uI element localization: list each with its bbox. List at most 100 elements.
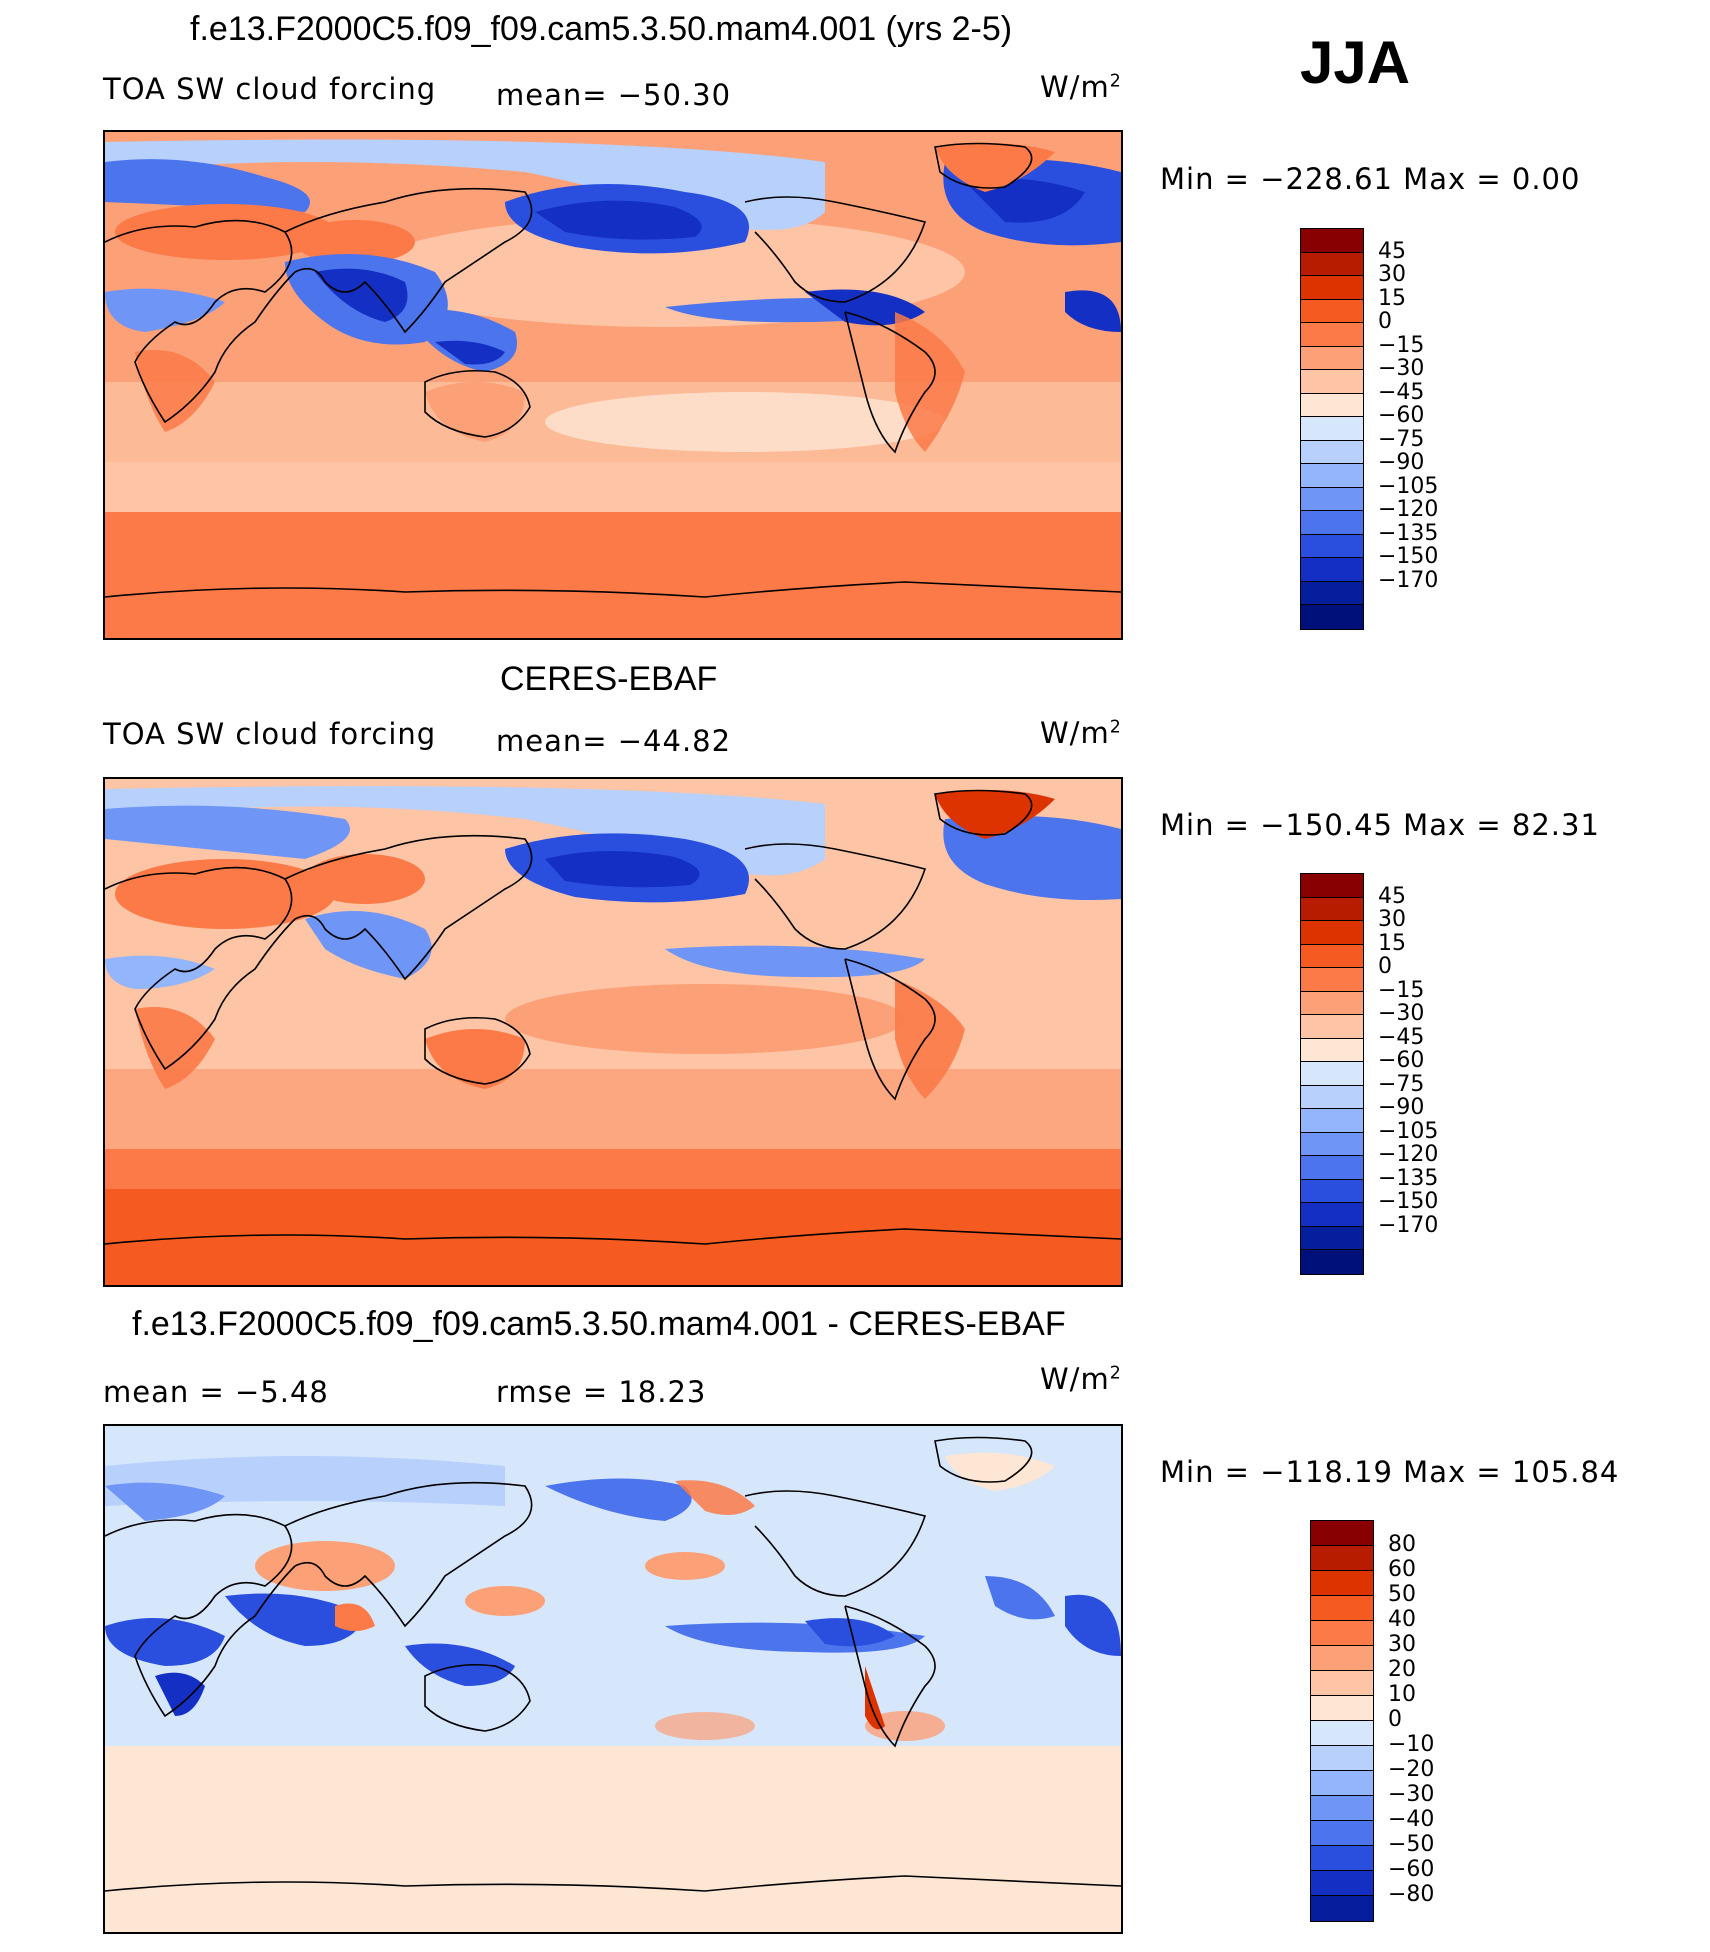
colorbar-box [1311, 1521, 1373, 1546]
colorbar-label: 30 [1378, 907, 1406, 933]
colorbar-label: −30 [1378, 356, 1425, 382]
panel2-units: W/m2 [1040, 716, 1122, 750]
colorbar-box [1311, 1571, 1373, 1596]
colorbar-box [1301, 1156, 1363, 1180]
colorbar-box [1301, 1203, 1363, 1227]
colorbar-box [1311, 1771, 1373, 1796]
panel2-title: CERES-EBAF [500, 660, 718, 698]
colorbar-label: −30 [1378, 1001, 1425, 1027]
colorbar-box [1311, 1871, 1373, 1896]
colorbar-box [1311, 1696, 1373, 1721]
colorbar-label: −20 [1388, 1757, 1435, 1782]
colorbar-box [1311, 1821, 1373, 1846]
colorbar-label: −105 [1378, 1118, 1439, 1144]
colorbar-label: −150 [1378, 544, 1439, 570]
colorbar-label: −80 [1388, 1882, 1435, 1907]
colorbar-label: 45 [1378, 238, 1406, 264]
colorbar-box [1311, 1796, 1373, 1821]
colorbar-box [1311, 1746, 1373, 1771]
colorbar-box [1301, 487, 1363, 512]
colorbar-box [1311, 1896, 1373, 1921]
panel3-units: W/m2 [1040, 1362, 1122, 1396]
colorbar-box [1301, 1062, 1363, 1086]
colorbar-label: 30 [1388, 1632, 1416, 1657]
panel3-map [103, 1424, 1123, 1934]
panel3-rmse-label: rmse = 18.23 [496, 1375, 707, 1409]
colorbar-box [1301, 370, 1363, 394]
colorbar-label: −60 [1378, 403, 1425, 429]
colorbar-label: 45 [1378, 883, 1406, 909]
colorbar-box [1311, 1721, 1373, 1746]
colorbar-label: 60 [1388, 1557, 1416, 1582]
colorbar-box [1301, 944, 1363, 969]
colorbar-label: −90 [1378, 1095, 1425, 1121]
colorbar-box [1301, 440, 1363, 465]
panel1-map [103, 130, 1123, 640]
colorbar-label: −120 [1378, 1142, 1439, 1168]
colorbar-label: −40 [1388, 1807, 1435, 1832]
colorbar-box [1301, 605, 1363, 629]
colorbar-label: −60 [1388, 1857, 1435, 1882]
colorbar-box [1301, 1015, 1363, 1039]
colorbar-box [1311, 1546, 1373, 1571]
colorbar-box [1301, 464, 1363, 488]
colorbar-label: 10 [1388, 1682, 1416, 1707]
colorbar-label: 30 [1378, 262, 1406, 288]
panel1-mean-label: mean= −50.30 [496, 78, 732, 112]
colorbar-label: 50 [1388, 1582, 1416, 1607]
colorbar-label: −15 [1378, 332, 1425, 358]
panel2-variable-label: TOA SW cloud forcing [103, 717, 437, 751]
panel2-minmax: Min = −150.45 Max = 82.31 [1160, 808, 1600, 842]
colorbar-box [1301, 991, 1363, 1016]
colorbar-box [1301, 299, 1363, 324]
panel2-colorbar [1300, 873, 1364, 1275]
colorbar-box [1301, 417, 1363, 441]
colorbar-box [1311, 1646, 1373, 1671]
colorbar-box [1301, 229, 1363, 253]
colorbar-box [1311, 1846, 1373, 1871]
colorbar-box [1301, 874, 1363, 898]
colorbar-box [1301, 323, 1363, 347]
colorbar-label: −60 [1378, 1048, 1425, 1074]
colorbar-label: 15 [1378, 285, 1406, 311]
colorbar-box [1301, 1038, 1363, 1063]
panel3-title: f.e13.F2000C5.f09_f09.cam5.3.50.mam4.001… [132, 1305, 1066, 1343]
colorbar-box [1301, 968, 1363, 992]
colorbar-box [1301, 1179, 1363, 1204]
colorbar-label: −75 [1378, 1071, 1425, 1097]
colorbar-box [1301, 511, 1363, 535]
panel1-title: f.e13.F2000C5.f09_f09.cam5.3.50.mam4.001… [190, 10, 1013, 48]
colorbar-box [1301, 346, 1363, 371]
colorbar-box [1301, 1085, 1363, 1110]
colorbar-box [1301, 1250, 1363, 1274]
colorbar-box [1301, 393, 1363, 418]
colorbar-label: 0 [1378, 309, 1392, 335]
colorbar-label: 20 [1388, 1657, 1416, 1682]
colorbar-label: 0 [1378, 954, 1392, 980]
panel3-minmax: Min = −118.19 Max = 105.84 [1160, 1455, 1620, 1489]
colorbar-label: −75 [1378, 426, 1425, 452]
colorbar-label: 80 [1388, 1532, 1416, 1557]
colorbar-box [1301, 252, 1363, 277]
colorbar-box [1301, 897, 1363, 922]
colorbar-label: −135 [1378, 1165, 1439, 1191]
colorbar-label: −45 [1378, 379, 1425, 405]
colorbar-box [1301, 1109, 1363, 1133]
panel2-map [103, 777, 1123, 1287]
colorbar-label: −120 [1378, 497, 1439, 523]
colorbar-box [1301, 921, 1363, 945]
panel1-variable-label: TOA SW cloud forcing [103, 72, 437, 106]
colorbar-label: −45 [1378, 1024, 1425, 1050]
colorbar-label: −150 [1378, 1189, 1439, 1215]
panel3-mean-label: mean = −5.48 [103, 1375, 329, 1409]
colorbar-box [1301, 534, 1363, 559]
colorbar-box [1301, 1132, 1363, 1157]
colorbar-box [1301, 276, 1363, 300]
panel1-minmax: Min = −228.61 Max = 0.00 [1160, 162, 1581, 196]
season-label: JJA [1300, 29, 1411, 96]
colorbar-label: −135 [1378, 520, 1439, 546]
panel3-colorbar [1310, 1520, 1374, 1922]
colorbar-box [1311, 1596, 1373, 1621]
colorbar-label: −170 [1378, 567, 1439, 593]
colorbar-box [1301, 1226, 1363, 1251]
